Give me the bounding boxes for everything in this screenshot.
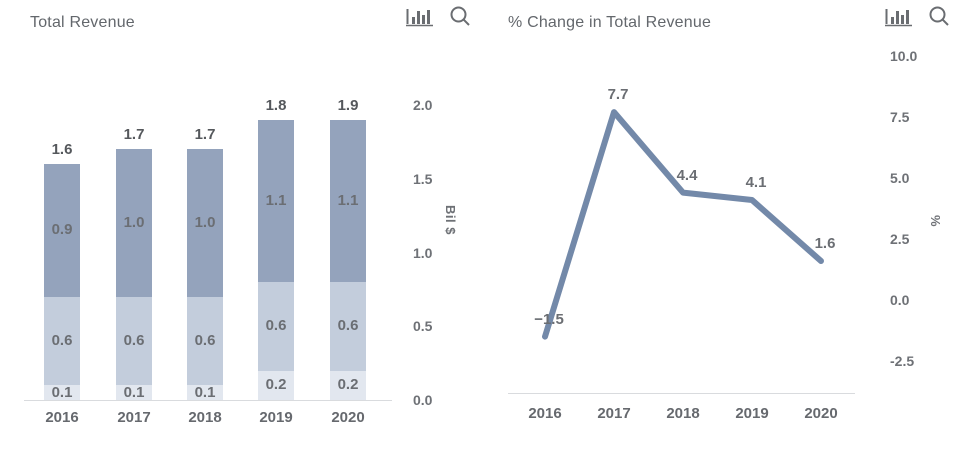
line-point-label: 1.6: [814, 234, 836, 252]
chart-toolbar: [885, 5, 950, 27]
bar-segment[interactable]: [187, 385, 223, 400]
x-tick-label: 2016: [528, 405, 562, 422]
x-axis-line: [24, 400, 392, 401]
line-point-label: 7.7: [607, 86, 629, 104]
y-tick-label: 10.0: [890, 48, 918, 64]
x-axis-line: [508, 393, 855, 394]
x-tick-label: 2016: [45, 409, 79, 426]
x-tick-label: 2020: [331, 409, 365, 426]
pct-change-chart-panel: % Change in Total Revenue −1.5 2016: [500, 0, 958, 458]
bar-chart-icon[interactable]: [885, 5, 913, 27]
bar-segment[interactable]: [330, 370, 366, 400]
bar-segment[interactable]: [44, 385, 80, 400]
bar-segment-label: 0.1: [194, 383, 216, 401]
bar-total-label: 1.7: [123, 126, 145, 144]
y-tick-label: 1.5: [413, 170, 433, 187]
bar-segment-label: 0.2: [337, 376, 359, 394]
bar-segment-label: 1.1: [337, 191, 359, 209]
bar-segment-label: 0.6: [337, 317, 359, 335]
chart-toolbar: [406, 5, 471, 27]
x-tick-label: 2018: [188, 409, 222, 426]
bar-segment-label: 0.2: [265, 376, 287, 394]
bar-segment[interactable]: [330, 282, 366, 371]
line-plot: −1.5 2016 7.7 2017 4.4 2018 4.1 2019 1.6 2020 -2.5…: [500, 0, 958, 458]
bar-segment-label: 0.6: [265, 317, 287, 335]
bar-segment[interactable]: [44, 296, 80, 386]
chart-title-pct-change: % Change in Total Revenue: [508, 14, 712, 31]
chart-title-total-revenue: Total Revenue: [30, 14, 135, 31]
total-revenue-chart-panel: Total Revenue 0.1 0.6 0.9 1.6 2016 0.1 0: [24, 5, 471, 426]
bar-segment-label: 1.0: [194, 214, 216, 231]
y-tick-label: 2.0: [413, 97, 433, 113]
y-tick-label: 0.0: [890, 292, 910, 308]
stacked-bar-plot: 0.1 0.6 0.9 1.6 2016 0.1 0.6 1.0 1.7 2017 0.1 0.6 1.…: [24, 96, 458, 426]
bar-segment[interactable]: [258, 370, 294, 400]
bar-total-label: 1.8: [265, 96, 287, 114]
bar-segment[interactable]: [116, 149, 152, 297]
y-tick-label: 7.5: [890, 109, 910, 125]
bar-total-label: 1.9: [337, 96, 359, 114]
y-axis-title: Bil $: [443, 205, 458, 235]
x-tick-label: 2019: [735, 405, 769, 422]
y-tick-label: 2.5: [890, 231, 910, 247]
bar-chart-icon[interactable]: [406, 5, 434, 27]
bar-segment[interactable]: [187, 296, 223, 386]
bar-segment-label: 0.6: [194, 332, 216, 349]
x-tick-label: 2018: [666, 405, 700, 422]
x-tick-label: 2019: [259, 409, 293, 426]
x-tick-label: 2017: [117, 409, 151, 426]
trend-line[interactable]: [542, 109, 824, 340]
bar-segment-label: 1.1: [265, 191, 287, 209]
bar-segment[interactable]: [258, 282, 294, 371]
search-icon[interactable]: [449, 5, 471, 27]
y-tick-label: 1.0: [413, 244, 433, 261]
y-tick-label: -2.5: [890, 353, 915, 369]
bar-total-label: 1.6: [51, 141, 73, 158]
bar-segment-label: 0.6: [123, 332, 145, 349]
bar-segment[interactable]: [116, 296, 152, 386]
bar-segment[interactable]: [258, 119, 294, 282]
y-tick-label: 5.0: [890, 170, 910, 186]
bar-segment-label: 1.0: [123, 214, 145, 231]
x-tick-label: 2017: [597, 405, 631, 422]
line-point-label: −1.5: [534, 310, 564, 328]
bar-segment[interactable]: [187, 149, 223, 297]
search-icon[interactable]: [928, 5, 950, 27]
bar-segment-label: 0.6: [51, 332, 73, 349]
y-tick-label: 0.0: [413, 392, 433, 408]
bar-total-label: 1.7: [194, 126, 216, 144]
y-axis-title: %: [928, 215, 943, 228]
bar-segment[interactable]: [330, 119, 366, 282]
bar-segment-label: 0.1: [123, 383, 145, 401]
bar-segment[interactable]: [44, 164, 80, 297]
trend-line-canvas: [542, 109, 824, 340]
bar-segment-label: 0.1: [51, 383, 73, 401]
y-tick-label: 0.5: [413, 318, 433, 335]
bar-segment[interactable]: [116, 385, 152, 400]
x-tick-label: 2020: [804, 405, 838, 422]
line-point-label: 4.4: [676, 166, 698, 184]
line-point-label: 4.1: [745, 173, 767, 191]
bar-segment-label: 0.9: [51, 221, 73, 239]
